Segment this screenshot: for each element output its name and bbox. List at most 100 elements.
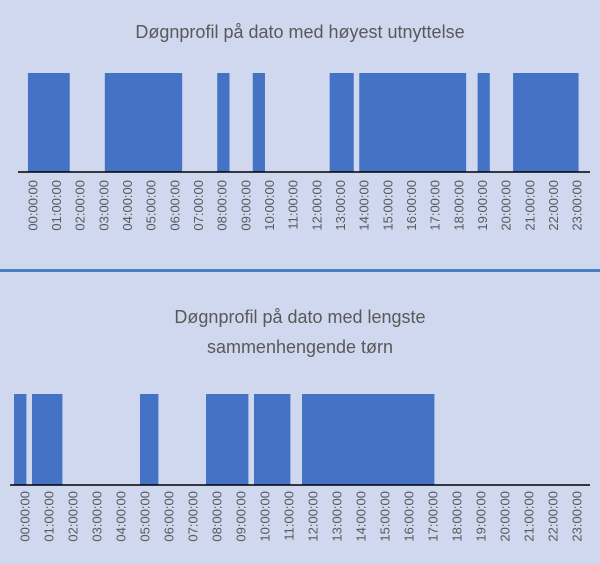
bar [266, 394, 273, 485]
x-tick-label: 07:00:00 [191, 180, 206, 231]
chart: 00:00:00 01:00:00 02:00:00 03:00:00 04:00:00… [10, 394, 590, 542]
bar [406, 73, 413, 172]
x-tick-label: 12:00:00 [309, 180, 324, 231]
x-tick-label: 22:00:00 [545, 491, 560, 542]
x-tick-label: 01:00:00 [49, 180, 64, 231]
x-tick-label: 20:00:00 [497, 491, 512, 542]
bar [175, 73, 183, 172]
bar [382, 73, 390, 172]
bar [536, 73, 544, 172]
chart-title: Døgnprofil på dato med høyest utnyttelse [135, 22, 465, 42]
x-tick-label: 09:00:00 [233, 491, 248, 542]
bar [398, 394, 405, 485]
bar [258, 73, 265, 172]
x-tick-label: 10:00:00 [262, 180, 277, 231]
bar [152, 394, 159, 485]
bar [152, 73, 159, 172]
bar [350, 394, 357, 485]
bar [459, 73, 467, 172]
x-tick-label: 23:00:00 [570, 180, 585, 231]
x-tick-label: 21:00:00 [521, 491, 536, 542]
chart: 00:00:00 01:00:00 02:00:00 03:00:00 04:00:00… [18, 73, 590, 231]
bar [335, 73, 342, 172]
bar [314, 394, 321, 485]
bar [347, 73, 354, 172]
bar [140, 394, 147, 485]
bar [412, 73, 419, 172]
bar [436, 73, 443, 172]
x-tick-label: 13:00:00 [329, 491, 344, 542]
x-tick-label: 15:00:00 [380, 180, 395, 231]
x-tick-label: 06:00:00 [161, 491, 176, 542]
bar [164, 73, 171, 172]
x-tick-label: 09:00:00 [238, 180, 253, 231]
bar [362, 394, 369, 485]
bar [344, 394, 351, 485]
x-tick-label: 05:00:00 [144, 180, 159, 231]
bar [140, 73, 147, 172]
bar [428, 394, 435, 485]
x-tick-label: 18:00:00 [449, 491, 464, 542]
bar [548, 73, 555, 172]
bar [394, 73, 402, 172]
bar [365, 73, 372, 172]
x-tick-label: 11:00:00 [281, 491, 296, 541]
x-tick-label: 14:00:00 [357, 180, 372, 231]
bar [32, 394, 39, 485]
bar [39, 73, 47, 172]
bar [424, 73, 431, 172]
x-tick-label: 19:00:00 [475, 180, 490, 231]
bar [44, 394, 51, 485]
x-tick-label: 02:00:00 [65, 491, 80, 542]
bar [128, 73, 135, 172]
bar [284, 394, 291, 485]
bar [110, 73, 118, 172]
bar [359, 73, 366, 172]
bar [230, 394, 237, 485]
bar [356, 394, 363, 485]
bar [236, 394, 243, 485]
bar [212, 394, 219, 485]
bar [272, 394, 279, 485]
bar [308, 394, 315, 485]
x-tick-label: 13:00:00 [333, 180, 348, 231]
bar [442, 73, 449, 172]
bar [392, 394, 399, 485]
x-tick-label: 22:00:00 [546, 180, 561, 231]
bar [572, 73, 579, 172]
bar [242, 394, 249, 485]
bar [416, 394, 423, 485]
bar [158, 73, 165, 172]
x-tick-label: 03:00:00 [96, 180, 111, 231]
x-tick-label: 03:00:00 [89, 491, 104, 542]
x-tick-label: 23:00:00 [569, 491, 584, 542]
x-tick-label: 08:00:00 [215, 180, 230, 231]
bar [51, 73, 58, 172]
bar [530, 73, 538, 172]
bar [519, 73, 526, 172]
x-tick-label: 06:00:00 [167, 180, 182, 231]
x-tick-label: 16:00:00 [401, 491, 416, 542]
bar [217, 73, 224, 172]
bar [20, 394, 27, 485]
bar [448, 73, 455, 172]
bar [134, 73, 141, 172]
x-tick-label: 12:00:00 [305, 491, 320, 542]
bar [38, 394, 45, 485]
bar [371, 73, 378, 172]
bar [45, 73, 52, 172]
x-tick-label: 01:00:00 [41, 491, 56, 542]
bar [146, 73, 153, 172]
x-tick-label: 20:00:00 [499, 180, 514, 231]
x-tick-label: 04:00:00 [120, 180, 135, 231]
bar [169, 73, 177, 172]
x-tick-label: 00:00:00 [25, 180, 40, 231]
bar [206, 394, 213, 485]
bar [483, 73, 490, 172]
x-tick-label: 00:00:00 [17, 491, 32, 542]
bar [374, 394, 381, 485]
bar [477, 73, 484, 172]
bar [377, 73, 384, 172]
bar [329, 73, 336, 172]
